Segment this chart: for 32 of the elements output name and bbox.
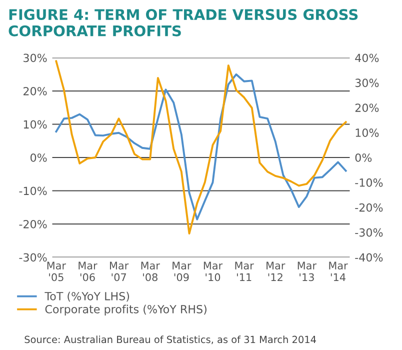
y2-tick-label: 30% — [355, 78, 379, 88]
x-tick-label: Mar '06 — [78, 262, 98, 282]
y2-tick-label: 0% — [355, 153, 372, 162]
line-series — [55, 60, 347, 235]
legend-label: Corporate profits (%YoY RHS) — [45, 304, 206, 316]
y-tick-label: -20% — [19, 220, 47, 228]
y-tick-label: 20% — [24, 86, 47, 96]
chart-title: FIGURE 4: TERM OF TRADE VERSUS GROSS CORPORATE PROFITS — [8, 9, 358, 36]
x-tick-label: Mar '12 — [266, 262, 286, 281]
x-tick-label: Mar '11 — [235, 262, 254, 281]
y2-tick-label: 10% — [356, 128, 379, 137]
y2-tick-label: 20% — [355, 104, 379, 112]
y-tick-label: 0% — [30, 153, 47, 162]
y2-tick-label: 40% — [355, 54, 379, 62]
legend-label: ToT (%YoY LHS) — [44, 292, 130, 302]
y-tick-label: 10% — [24, 120, 47, 129]
y2-tick-label: -10% — [355, 178, 383, 187]
y2-tick-label: -30% — [355, 228, 383, 237]
x-tick-label: Mar '14 — [329, 262, 348, 281]
y2-tick-label: -20% — [355, 203, 383, 212]
y-tick-label: -10% — [19, 186, 47, 196]
x-tick-label: Mar '13 — [298, 262, 317, 282]
x-tick-label: Mar '05 — [47, 262, 66, 282]
y-tick-label: -30% — [19, 253, 47, 262]
line-series — [55, 73, 347, 220]
x-tick-label: Mar '08 — [141, 262, 160, 282]
y-tick-label: 30% — [24, 54, 47, 62]
x-tick-label: Mar '10 — [204, 262, 223, 282]
x-tick-label: Mar '07 — [110, 262, 129, 282]
source-note: Source: Australian Bureau of Statistics, as of 31 March 2014 — [24, 336, 316, 344]
y2-tick-label: -40% — [355, 253, 383, 262]
x-tick-label: Mar '09 — [172, 262, 192, 282]
